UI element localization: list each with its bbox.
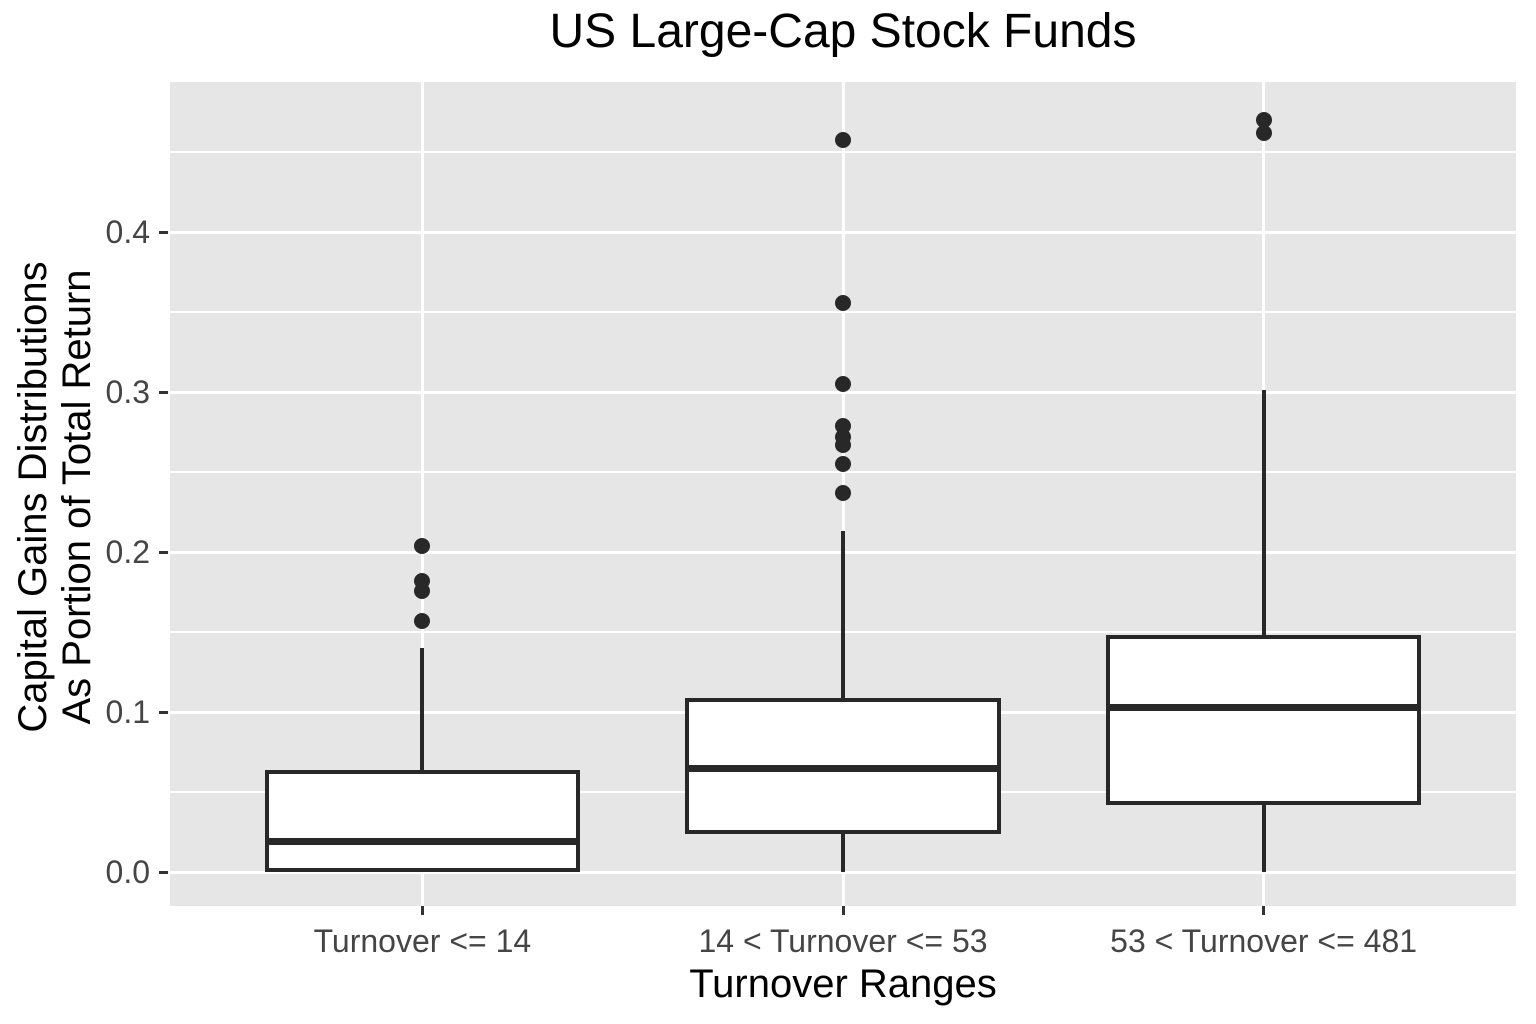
x-tick-mark xyxy=(841,906,845,915)
box-iqr xyxy=(1105,634,1422,806)
median-line xyxy=(264,838,581,846)
outlier-point xyxy=(414,537,431,554)
outlier-point xyxy=(414,572,431,589)
x-tick-label: 53 < Turnover <= 481 xyxy=(1110,923,1418,959)
y-tick-mark xyxy=(159,550,168,554)
y-tick-mark xyxy=(159,710,168,714)
upper-whisker xyxy=(841,530,845,701)
y-axis-title: Capital Gains Distributions As Portion o… xyxy=(11,261,99,732)
x-tick-mark xyxy=(420,906,424,915)
lower-whisker xyxy=(1261,803,1266,873)
chart-title: US Large-Cap Stock Funds xyxy=(549,5,1137,58)
outlier-point xyxy=(835,376,851,393)
outlier-point xyxy=(835,456,851,473)
y-tick-label: 0.1 xyxy=(105,694,150,731)
outlier-point xyxy=(835,294,851,311)
x-axis-title: Turnover Ranges xyxy=(689,962,997,1006)
upper-whisker xyxy=(420,647,425,773)
y-tick-label: 0.3 xyxy=(105,374,150,411)
upper-whisker xyxy=(1261,390,1266,637)
median-line xyxy=(685,764,1001,772)
y-tick-mark xyxy=(159,230,168,234)
gridline-major-x xyxy=(420,82,424,906)
box-iqr xyxy=(264,770,581,873)
y-tick-mark xyxy=(159,870,168,874)
lower-whisker xyxy=(841,832,845,873)
y-tick-label: 0.2 xyxy=(105,534,150,571)
x-tick-label: 14 < Turnover <= 53 xyxy=(698,923,988,959)
y-tick-mark xyxy=(159,390,168,394)
outlier-point xyxy=(1255,112,1272,129)
y-tick-label: 0.4 xyxy=(105,214,150,251)
plot-panel xyxy=(170,82,1516,906)
outlier-point xyxy=(835,131,851,148)
y-axis-title-line2: As Portion of Total Return xyxy=(55,269,99,725)
outlier-point xyxy=(1255,125,1272,142)
outlier-point xyxy=(835,485,851,501)
x-tick-label: Turnover <= 14 xyxy=(313,923,532,959)
y-tick-label: 0.0 xyxy=(105,854,150,891)
outlier-point xyxy=(414,612,431,629)
median-line xyxy=(1105,703,1422,711)
y-axis-title-line1: Capital Gains Distributions xyxy=(11,261,55,733)
x-tick-mark xyxy=(1262,906,1266,915)
outlier-point xyxy=(835,417,851,434)
